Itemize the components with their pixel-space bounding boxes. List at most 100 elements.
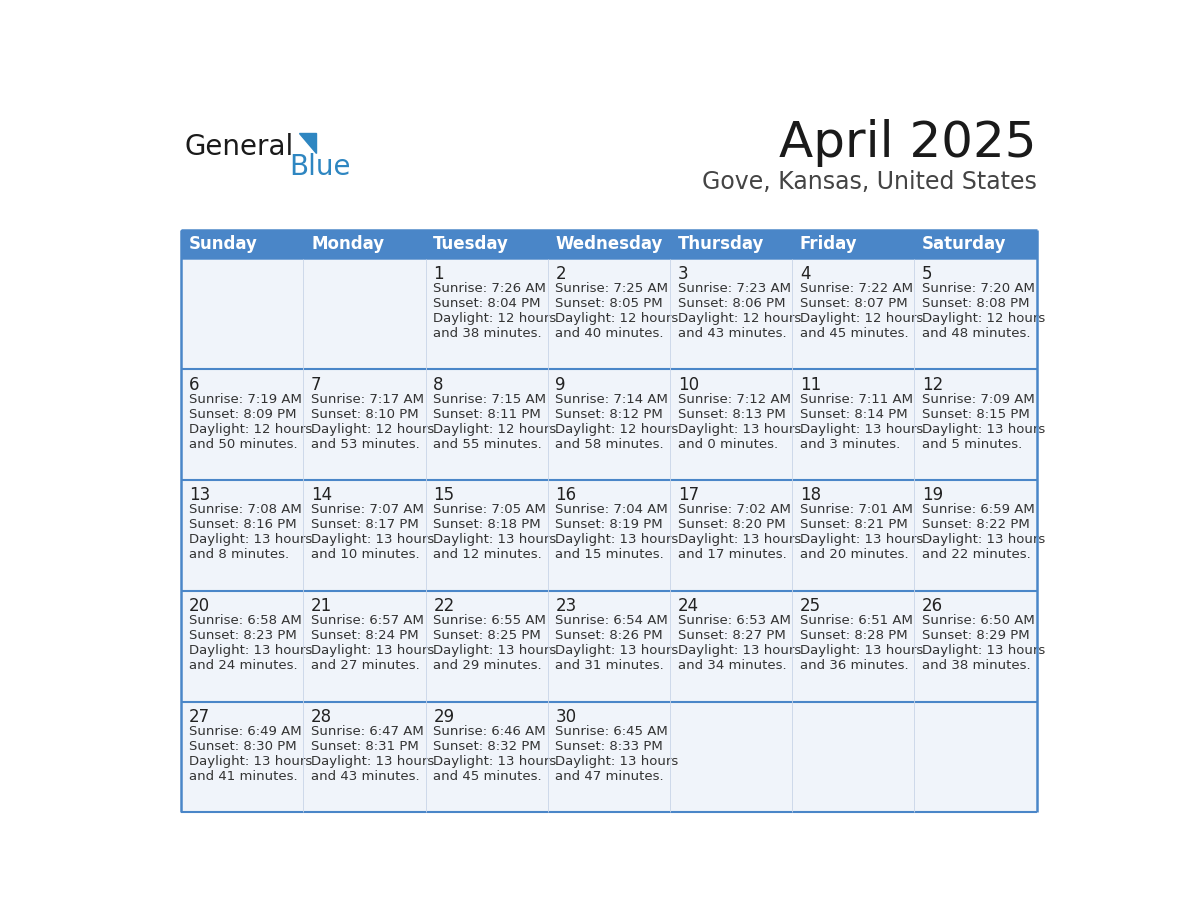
Bar [548,259,670,370]
Text: Sunrise: 7:08 AM: Sunrise: 7:08 AM [189,503,302,516]
Text: and 50 minutes.: and 50 minutes. [189,438,297,451]
Bar [915,259,1037,370]
Text: Sunset: 8:30 PM: Sunset: 8:30 PM [189,740,297,753]
Text: Sunset: 8:26 PM: Sunset: 8:26 PM [556,629,663,642]
Text: Sunset: 8:06 PM: Sunset: 8:06 PM [677,297,785,310]
Text: Sunrise: 6:47 AM: Sunrise: 6:47 AM [311,725,424,738]
Text: Sunset: 8:07 PM: Sunset: 8:07 PM [800,297,908,310]
Text: General: General [185,133,295,162]
Text: Daylight: 13 hours: Daylight: 13 hours [556,644,678,657]
Text: and 40 minutes.: and 40 minutes. [556,327,664,340]
Text: and 34 minutes.: and 34 minutes. [677,659,786,672]
Text: Daylight: 13 hours: Daylight: 13 hours [800,422,923,436]
Text: and 8 minutes.: and 8 minutes. [189,548,289,562]
Text: Daylight: 13 hours: Daylight: 13 hours [189,533,312,546]
Text: Daylight: 13 hours: Daylight: 13 hours [434,755,556,767]
Text: and 5 minutes.: and 5 minutes. [922,438,1023,451]
Text: Daylight: 13 hours: Daylight: 13 hours [311,533,435,546]
Text: Sunset: 8:16 PM: Sunset: 8:16 PM [189,519,297,532]
Text: and 17 minutes.: and 17 minutes. [677,548,786,562]
Bar [303,370,425,480]
Text: Sunrise: 6:45 AM: Sunrise: 6:45 AM [556,725,668,738]
Text: 6: 6 [189,375,200,394]
Text: Sunrise: 7:11 AM: Sunrise: 7:11 AM [800,393,912,406]
Bar [425,480,548,591]
Text: 15: 15 [434,487,454,504]
Bar [548,701,670,812]
Text: 4: 4 [800,265,810,283]
Text: 14: 14 [311,487,333,504]
Text: Sunrise: 7:22 AM: Sunrise: 7:22 AM [800,282,912,295]
Text: and 31 minutes.: and 31 minutes. [556,659,664,672]
Text: Sunset: 8:18 PM: Sunset: 8:18 PM [434,519,541,532]
Text: Sunset: 8:27 PM: Sunset: 8:27 PM [677,629,785,642]
Text: Sunset: 8:28 PM: Sunset: 8:28 PM [800,629,908,642]
Text: Sunrise: 7:23 AM: Sunrise: 7:23 AM [677,282,791,295]
Bar [670,370,792,480]
Text: and 36 minutes.: and 36 minutes. [800,659,909,672]
Text: Tuesday: Tuesday [434,235,510,253]
Bar [181,701,303,812]
Text: Sunset: 8:23 PM: Sunset: 8:23 PM [189,629,297,642]
Text: and 10 minutes.: and 10 minutes. [311,548,419,562]
Bar [303,701,425,812]
Text: 27: 27 [189,708,210,726]
Text: Sunrise: 6:59 AM: Sunrise: 6:59 AM [922,503,1035,516]
Text: Sunrise: 6:58 AM: Sunrise: 6:58 AM [189,614,302,627]
Text: Sunrise: 7:07 AM: Sunrise: 7:07 AM [311,503,424,516]
Polygon shape [299,133,316,152]
Text: Daylight: 13 hours: Daylight: 13 hours [434,533,556,546]
Text: and 58 minutes.: and 58 minutes. [556,438,664,451]
Text: Sunset: 8:09 PM: Sunset: 8:09 PM [189,408,296,420]
Bar [548,480,670,591]
Text: 19: 19 [922,487,943,504]
Text: Sunset: 8:29 PM: Sunset: 8:29 PM [922,629,1030,642]
Text: Sunset: 8:24 PM: Sunset: 8:24 PM [311,629,418,642]
Text: 12: 12 [922,375,943,394]
Text: Sunrise: 6:54 AM: Sunrise: 6:54 AM [556,614,668,627]
Text: Thursday: Thursday [677,235,764,253]
Bar [792,480,915,591]
Text: 3: 3 [677,265,688,283]
Text: and 24 minutes.: and 24 minutes. [189,659,297,672]
Bar [181,230,1037,259]
Text: and 45 minutes.: and 45 minutes. [800,327,909,340]
Text: and 48 minutes.: and 48 minutes. [922,327,1031,340]
Text: Sunset: 8:04 PM: Sunset: 8:04 PM [434,297,541,310]
Bar [670,480,792,591]
Bar [303,259,425,370]
Text: and 43 minutes.: and 43 minutes. [677,327,786,340]
Text: Sunrise: 6:46 AM: Sunrise: 6:46 AM [434,725,545,738]
Bar [425,370,548,480]
Bar [181,259,303,370]
Text: 23: 23 [556,597,576,615]
Text: Daylight: 13 hours: Daylight: 13 hours [922,422,1045,436]
Text: and 55 minutes.: and 55 minutes. [434,438,542,451]
Text: Daylight: 13 hours: Daylight: 13 hours [311,644,435,657]
Text: 21: 21 [311,597,333,615]
Bar [670,259,792,370]
Text: Sunrise: 6:57 AM: Sunrise: 6:57 AM [311,614,424,627]
Text: 22: 22 [434,597,455,615]
Text: Sunrise: 6:51 AM: Sunrise: 6:51 AM [800,614,912,627]
Text: Sunset: 8:25 PM: Sunset: 8:25 PM [434,629,541,642]
Text: Sunrise: 7:04 AM: Sunrise: 7:04 AM [556,503,668,516]
Text: Daylight: 13 hours: Daylight: 13 hours [677,644,801,657]
Text: Sunset: 8:05 PM: Sunset: 8:05 PM [556,297,663,310]
Text: and 3 minutes.: and 3 minutes. [800,438,901,451]
Text: Daylight: 13 hours: Daylight: 13 hours [556,755,678,767]
Text: Daylight: 12 hours: Daylight: 12 hours [556,312,678,325]
Text: 16: 16 [556,487,576,504]
Text: and 22 minutes.: and 22 minutes. [922,548,1031,562]
Bar [915,370,1037,480]
Text: Daylight: 12 hours: Daylight: 12 hours [556,422,678,436]
Text: 18: 18 [800,487,821,504]
Text: Saturday: Saturday [922,235,1006,253]
Text: and 12 minutes.: and 12 minutes. [434,548,542,562]
Text: Daylight: 13 hours: Daylight: 13 hours [189,644,312,657]
Text: 11: 11 [800,375,821,394]
Text: Daylight: 13 hours: Daylight: 13 hours [556,533,678,546]
Text: 24: 24 [677,597,699,615]
Text: Daylight: 13 hours: Daylight: 13 hours [189,755,312,767]
Text: Sunrise: 7:25 AM: Sunrise: 7:25 AM [556,282,669,295]
